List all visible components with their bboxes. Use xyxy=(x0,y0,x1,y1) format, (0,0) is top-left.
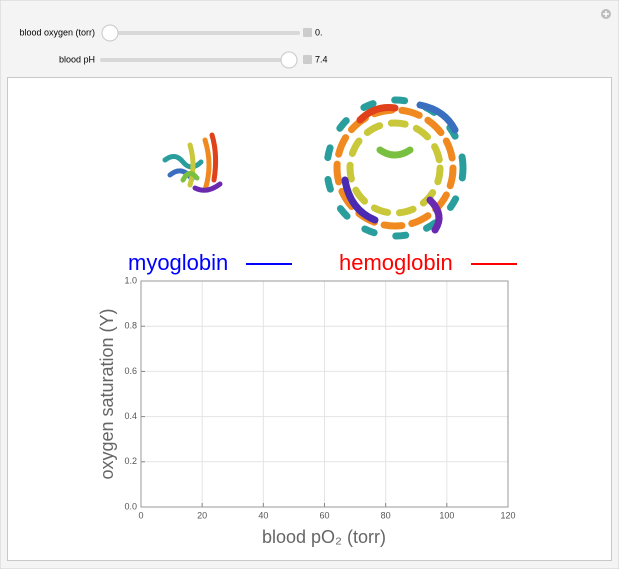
slider-knob[interactable] xyxy=(280,51,298,69)
hemoglobin-image xyxy=(323,96,467,240)
slider-value: 7.4 xyxy=(315,54,328,64)
y-axis-label: oxygen saturation (Y) xyxy=(97,308,117,479)
chart: oxygen saturation (Y) blood pO₂ (torr) 0… xyxy=(97,250,517,547)
y-tick-label: 0.6 xyxy=(124,366,137,376)
slider-track[interactable] xyxy=(103,31,300,35)
x-tick-label: 100 xyxy=(439,510,454,520)
output-panel xyxy=(7,77,612,561)
x-tick-label: 0 xyxy=(138,510,143,520)
options-icon xyxy=(603,11,609,17)
x-axis-label: blood pO₂ (torr) xyxy=(262,527,386,547)
myoglobin-image xyxy=(162,132,223,193)
y-tick-label: 0.2 xyxy=(124,456,137,466)
slider-expand[interactable] xyxy=(303,55,312,64)
x-tick-label: 40 xyxy=(258,510,268,520)
x-tick-label: 20 xyxy=(197,510,207,520)
legend-label: hemoglobin xyxy=(339,250,453,275)
y-tick-label: 0.8 xyxy=(124,321,137,331)
plot-frame xyxy=(140,280,509,508)
slider-value: 0. xyxy=(315,27,323,37)
x-tick-label: 120 xyxy=(500,510,515,520)
x-tick-label: 80 xyxy=(381,510,391,520)
slider-label: blood oxygen (torr) xyxy=(19,27,95,37)
x-tick-label: 60 xyxy=(319,510,329,520)
y-tick-label: 0.0 xyxy=(124,501,137,511)
y-tick-label: 1.0 xyxy=(124,275,137,285)
slider-knob[interactable] xyxy=(101,24,119,42)
slider-label: blood pH xyxy=(59,54,95,64)
slider-expand[interactable] xyxy=(303,28,312,37)
legend-label: myoglobin xyxy=(128,250,228,275)
slider-track[interactable] xyxy=(100,58,297,62)
y-tick-label: 0.4 xyxy=(124,411,137,421)
